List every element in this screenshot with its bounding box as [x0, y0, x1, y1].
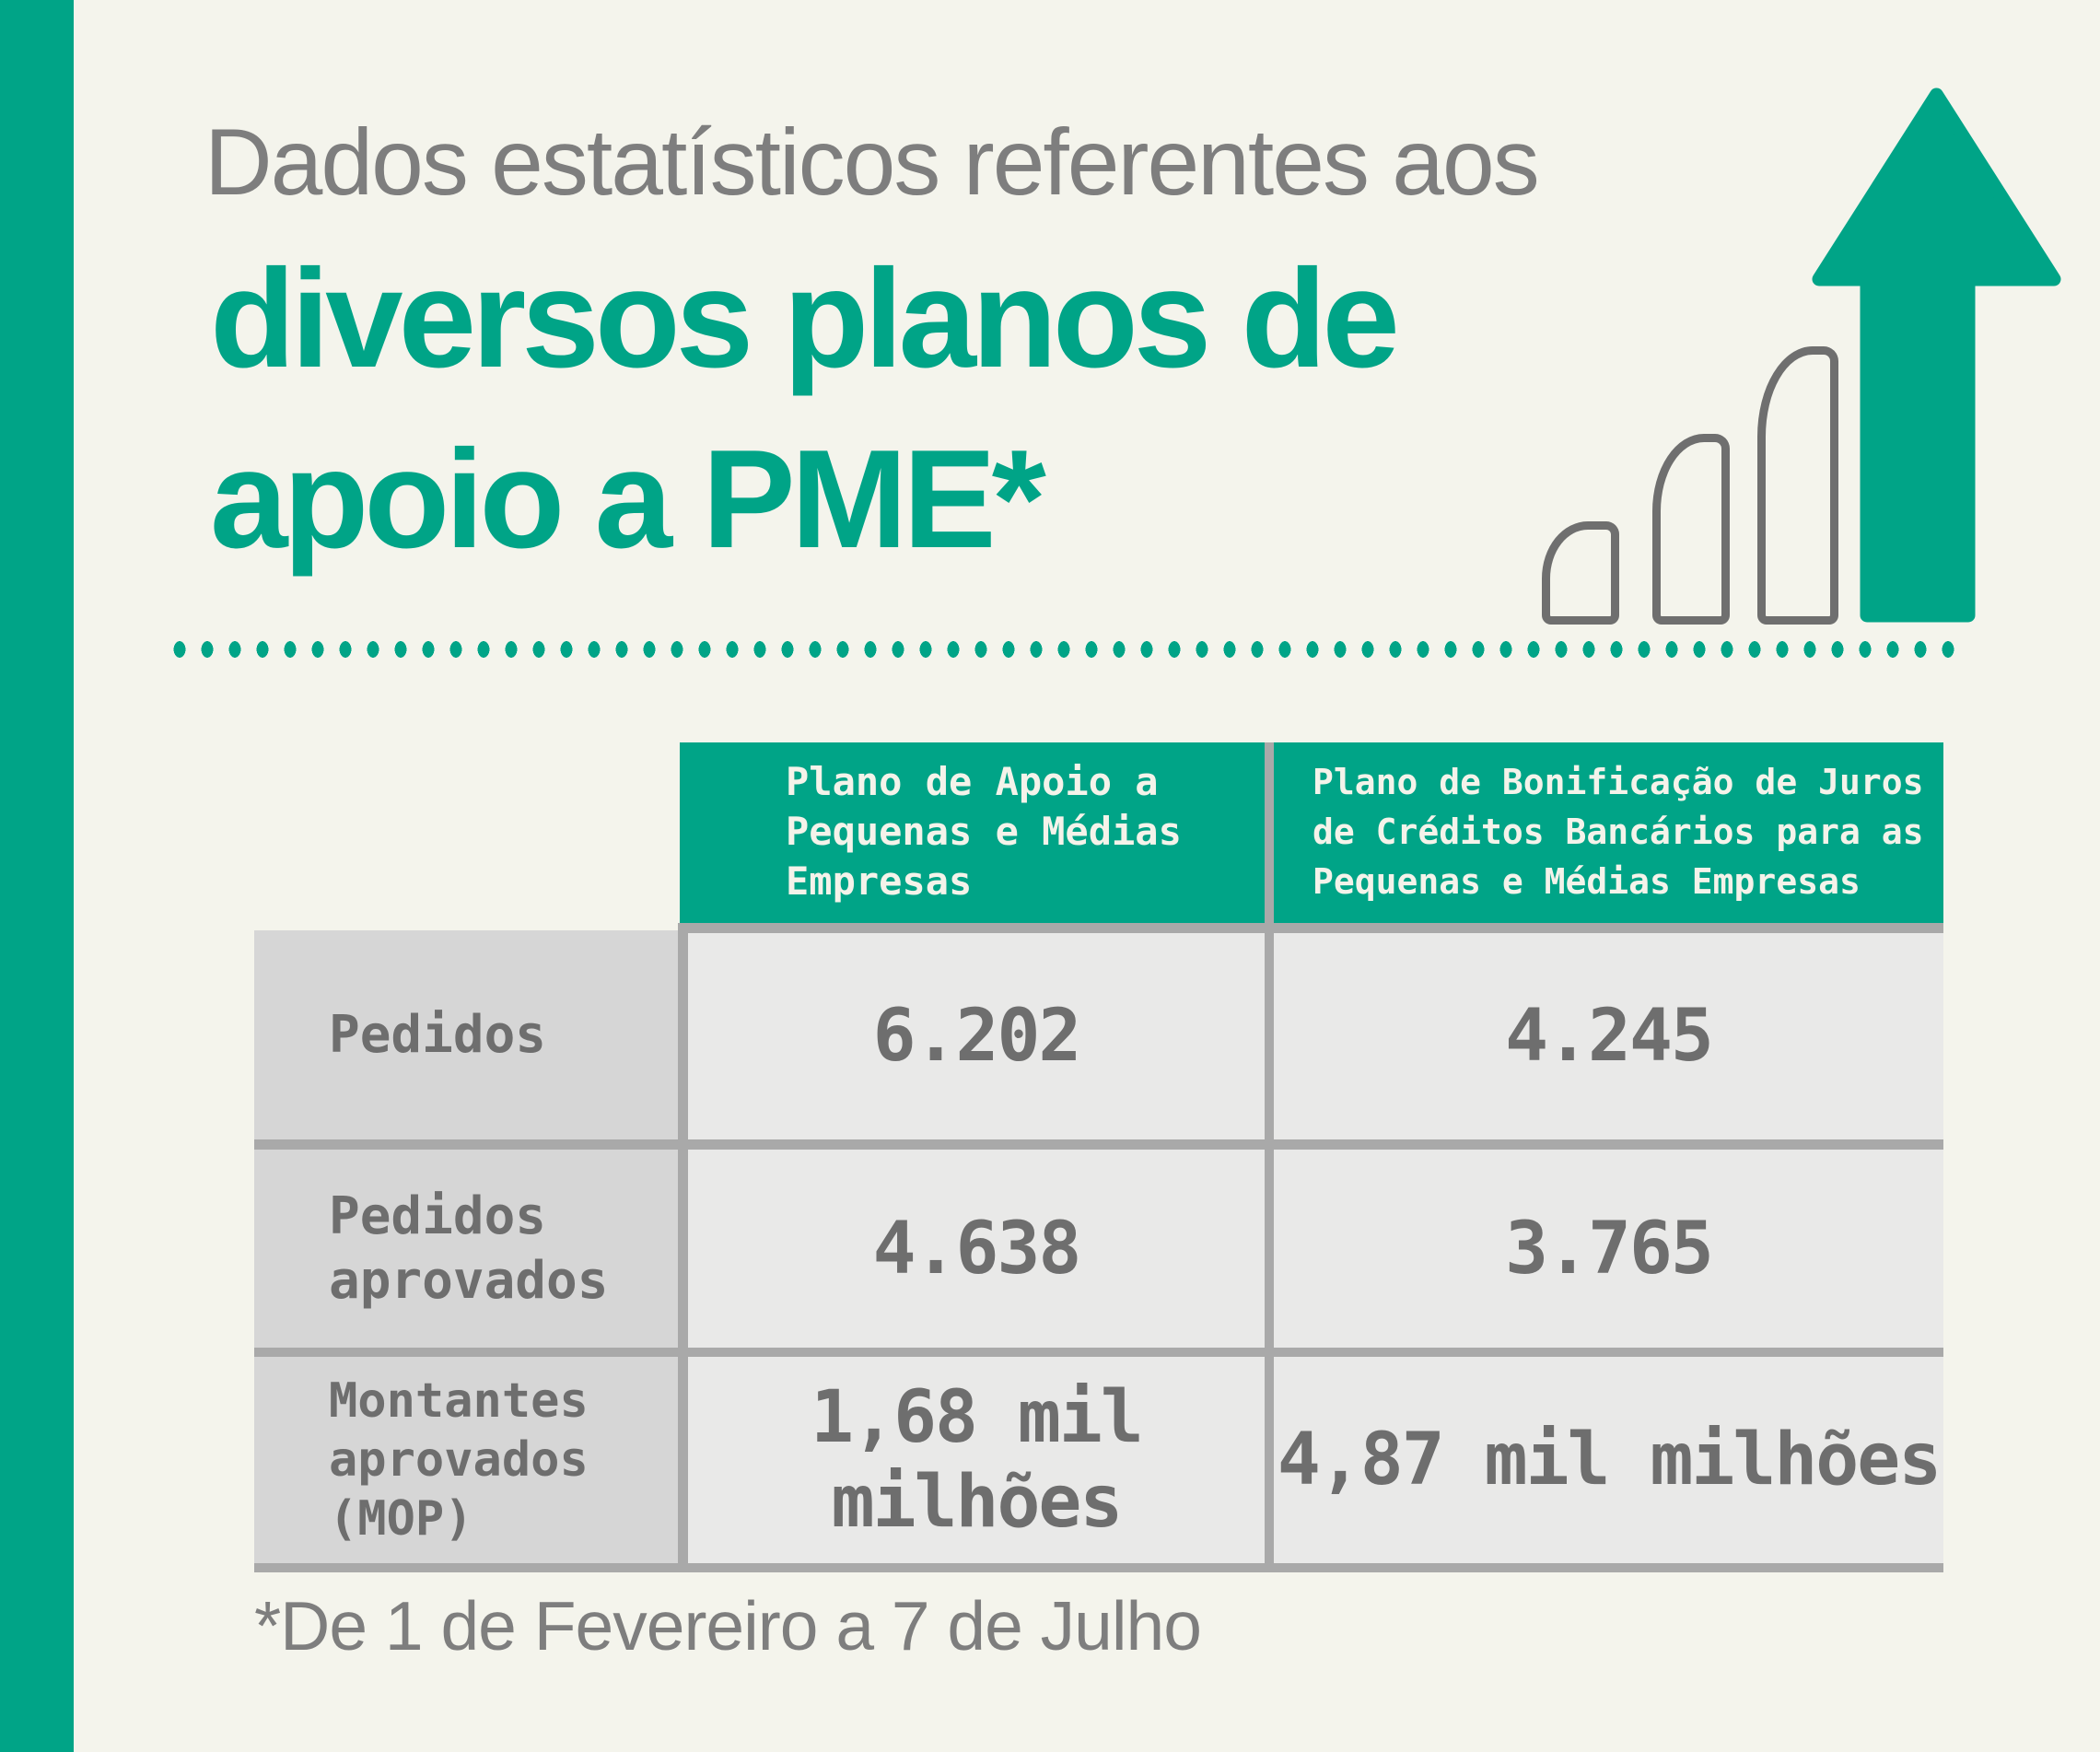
bar-chart-icon — [1652, 434, 1730, 625]
column-header-plano-apoio: Plano de Apoio a Pequenas e Médias Empre… — [680, 742, 1265, 923]
table-grid-line — [254, 1139, 1943, 1150]
bar-chart-icon — [1542, 521, 1619, 625]
value-cell: 4,87 mil milhões — [1274, 1357, 1943, 1563]
value-cell: 4.245 — [1274, 933, 1943, 1139]
dotted-divider — [166, 640, 1964, 659]
page-title-kicker: Dados estatísticos referentes aos — [204, 110, 1540, 215]
table-grid-line — [254, 1563, 1943, 1572]
row-label-pedidos: Pedidos — [254, 930, 678, 1139]
column-header-plano-bonificacao: Plano de Bonificação de Juros de Crédito… — [1274, 742, 1943, 923]
stats-table: Plano de Apoio a Pequenas e Médias Empre… — [254, 742, 1943, 1572]
table-grid-line — [1265, 742, 1274, 1572]
value-cell: 6.202 — [688, 933, 1265, 1139]
row-label-pedidos-aprovados: Pedidos aprovados — [254, 1150, 678, 1348]
value-cell: 1,68 mil milhões — [688, 1357, 1265, 1563]
table-grid-line — [254, 1348, 1943, 1357]
table-grid-line — [678, 923, 688, 1572]
bar-chart-icon — [1757, 346, 1838, 625]
value-cell: 3.765 — [1274, 1150, 1943, 1348]
value-cell: 4.638 — [688, 1150, 1265, 1348]
page-title: diversos planos de apoio a PME* — [210, 228, 1831, 590]
left-accent-bar — [0, 0, 74, 1752]
arrow-up-icon — [1812, 88, 2061, 623]
table-grid-line — [678, 923, 1943, 933]
footnote: *De 1 de Fevereiro a 7 de Julho — [254, 1587, 1202, 1664]
title-line-2: diversos planos de — [210, 240, 1400, 397]
title-line-3: apoio a PME* — [210, 421, 1046, 578]
row-label-montantes-aprovados: Montantes aprovados (MOP) — [254, 1357, 678, 1563]
